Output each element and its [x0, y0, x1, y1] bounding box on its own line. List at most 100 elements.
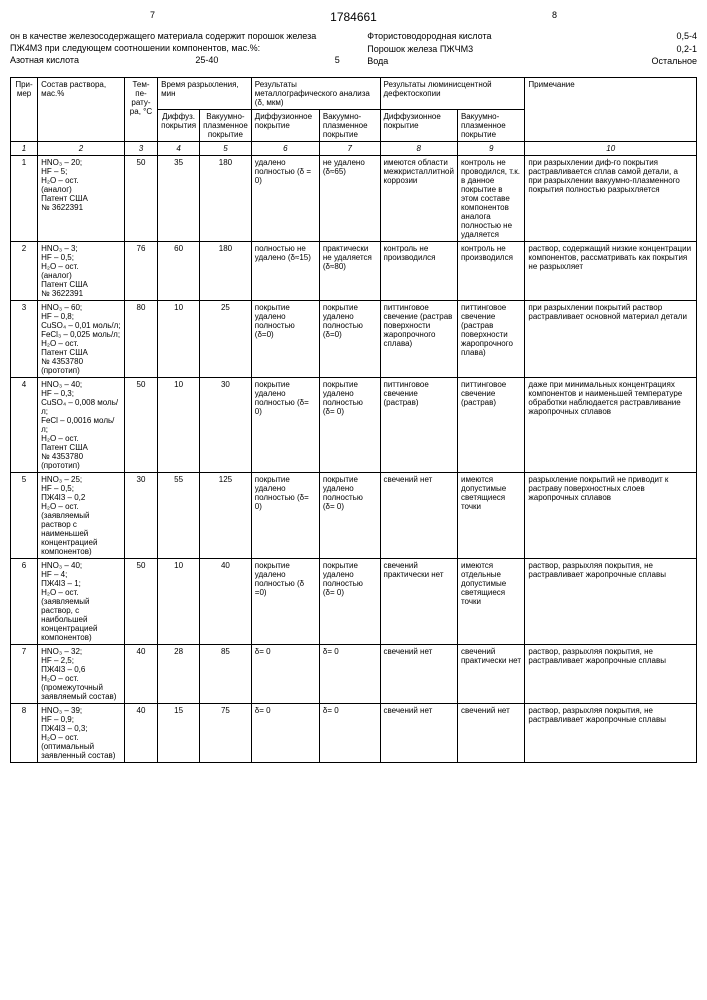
hr-val-0: 0,5-4 [676, 31, 697, 43]
cell-l1: свечений нет [380, 645, 457, 704]
cell-prim: раствор, содержащий низкие концентрации … [525, 242, 697, 301]
cn-1: 1 [11, 142, 38, 156]
cn-3: 3 [124, 142, 157, 156]
cell-l1: питтинговое свечение (растрав) [380, 378, 457, 473]
cell-sostav: HNO₃ – 60; HF – 0,8; CuSO₄ – 0,01 моль/л… [38, 301, 125, 378]
cell-v1: 35 [158, 156, 200, 242]
page-num-right: 8 [552, 10, 557, 20]
five-marker: 5 [335, 55, 340, 67]
cell-prim: при разрыхлении покрытий раствор растрав… [525, 301, 697, 378]
cell-l2: свечений практически нет [457, 645, 524, 704]
table-row: 7HNO₃ – 32; HF – 2,5; ПЖ4I3 – 0,6 H₂O – … [11, 645, 697, 704]
page-num-left: 7 [150, 10, 155, 20]
hr-label-1: Порошок железа ПЖЧМ3 [367, 44, 473, 56]
th-metallo: Результаты металлографического анализа (… [251, 78, 380, 110]
cell-temp: 50 [124, 559, 157, 645]
cell-v1: 60 [158, 242, 200, 301]
cell-m1: δ= 0 [251, 704, 319, 763]
table-row: 2HNO₃ – 3; HF – 0,5; H₂O – ост. (аналог)… [11, 242, 697, 301]
cell-v2: 180 [200, 156, 252, 242]
cell-temp: 40 [124, 704, 157, 763]
cell-v1: 15 [158, 704, 200, 763]
th-temp: Тем-пе-рату-ра, °C [124, 78, 157, 142]
cell-v2: 180 [200, 242, 252, 301]
header-comp-val: 25-40 [195, 55, 218, 67]
cell-l2: контроль не проводился, т.к. в данное по… [457, 156, 524, 242]
cell-l1: питтинговое свечение (растрав поверхност… [380, 301, 457, 378]
cell-sostav: HNO₃ – 25; HF – 0,5; ПЖ4I3 – 0,2 H₂O – о… [38, 473, 125, 559]
cell-sostav: HNO₃ – 3; HF – 0,5; H₂O – ост. (аналог) … [38, 242, 125, 301]
cell-sostav: HNO₃ – 32; HF – 2,5; ПЖ4I3 – 0,6 H₂O – о… [38, 645, 125, 704]
cell-temp: 76 [124, 242, 157, 301]
th-primer: При-мер [11, 78, 38, 142]
cell-l2: питтинговое свечение (растрав) [457, 378, 524, 473]
table-row: 4HNO₃ – 40; HF – 0,3; CuSO₄ – 0,008 моль… [11, 378, 697, 473]
cell-temp: 50 [124, 378, 157, 473]
hr-label-2: Вода [367, 56, 388, 68]
cell-l1: свечений нет [380, 704, 457, 763]
table-row: 3HNO₃ – 60; HF – 0,8; CuSO₄ – 0,01 моль/… [11, 301, 697, 378]
cell-sostav: HNO₃ – 39; HF – 0,9; ПЖ4I3 – 0,3; H₂O – … [38, 704, 125, 763]
cell-n: 7 [11, 645, 38, 704]
cell-v2: 30 [200, 378, 252, 473]
cell-v2: 75 [200, 704, 252, 763]
cell-m1: покрытие удалено полностью (δ= 0) [251, 378, 319, 473]
cell-n: 2 [11, 242, 38, 301]
hr-label-0: Фтористоводородная кислота [367, 31, 491, 43]
table-body: 1HNO₃ – 20; HF – 5; H₂O – ост. (аналог) … [11, 156, 697, 763]
cell-m1: покрытие удалено полностью (δ= 0) [251, 473, 319, 559]
header-block: 7 он в качестве железосодержащего матери… [10, 30, 697, 69]
header-left-text: он в качестве железосодержащего материал… [10, 31, 340, 54]
cn-5: 5 [200, 142, 252, 156]
data-table: При-мер Состав раствора, мас.% Тем-пе-ра… [10, 77, 697, 763]
cn-2: 2 [38, 142, 125, 156]
table-head: При-мер Состав раствора, мас.% Тем-пе-ра… [11, 78, 697, 156]
cn-8: 8 [380, 142, 457, 156]
cell-n: 4 [11, 378, 38, 473]
cell-sostav: HNO₃ – 20; HF – 5; H₂O – ост. (аналог) П… [38, 156, 125, 242]
cell-v2: 85 [200, 645, 252, 704]
cell-sostav: HNO₃ – 40; HF – 4; ПЖ4I3 – 1; H₂O – ост.… [38, 559, 125, 645]
cell-v2: 25 [200, 301, 252, 378]
cell-m1: полностью не удалено (δ≈15) [251, 242, 319, 301]
hr-val-2: Остальное [652, 56, 697, 68]
cell-m2: покрытие удалено полностью (δ=0) [319, 301, 380, 378]
cell-m1: δ= 0 [251, 645, 319, 704]
cell-v1: 28 [158, 645, 200, 704]
cell-n: 6 [11, 559, 38, 645]
cell-prim: при разрыхлении диф-го покрытия растравл… [525, 156, 697, 242]
cell-prim: раствор, разрыхляя покрытия, не растравл… [525, 645, 697, 704]
cell-prim: разрыхление покрытий не приводит к растр… [525, 473, 697, 559]
cell-m2: покрытие удалено полностью (δ= 0) [319, 473, 380, 559]
cell-n: 5 [11, 473, 38, 559]
cn-7: 7 [319, 142, 380, 156]
cell-n: 3 [11, 301, 38, 378]
header-comp-label: Азотная кислота [10, 55, 79, 67]
th-v2: Вакуумно-плазменное покрытие [200, 110, 252, 142]
cell-v1: 10 [158, 559, 200, 645]
th-m2: Вакуумно-плазменное покрытие [319, 110, 380, 142]
cell-l2: контроль не производился [457, 242, 524, 301]
cell-prim: раствор, разрыхляя покрытия, не растравл… [525, 559, 697, 645]
cell-temp: 30 [124, 473, 157, 559]
cn-4: 4 [158, 142, 200, 156]
cell-m2: покрытие удалено полностью (δ= 0) [319, 378, 380, 473]
cell-l2: питтинговое свечение (растрав поверхност… [457, 301, 524, 378]
cell-m2: δ= 0 [319, 645, 380, 704]
cell-l1: контроль не производился [380, 242, 457, 301]
th-l2: Вакуумно-плазменное покрытие [457, 110, 524, 142]
cell-v2: 125 [200, 473, 252, 559]
th-sostav: Состав раствора, мас.% [38, 78, 125, 142]
cell-l2: свечений нет [457, 704, 524, 763]
cell-prim: даже при минимальных концентрациях компо… [525, 378, 697, 473]
cell-v1: 10 [158, 301, 200, 378]
cell-l1: свечений практически нет [380, 559, 457, 645]
table-row: 5HNO₃ – 25; HF – 0,5; ПЖ4I3 – 0,2 H₂O – … [11, 473, 697, 559]
cell-l1: свечений нет [380, 473, 457, 559]
cell-m1: покрытие удалено полностью (δ=0) [251, 301, 319, 378]
cn-10: 10 [525, 142, 697, 156]
cell-n: 1 [11, 156, 38, 242]
cell-m2: покрытие удалено полностью (δ= 0) [319, 559, 380, 645]
cell-temp: 50 [124, 156, 157, 242]
th-m1: Диффузионное покрытие [251, 110, 319, 142]
